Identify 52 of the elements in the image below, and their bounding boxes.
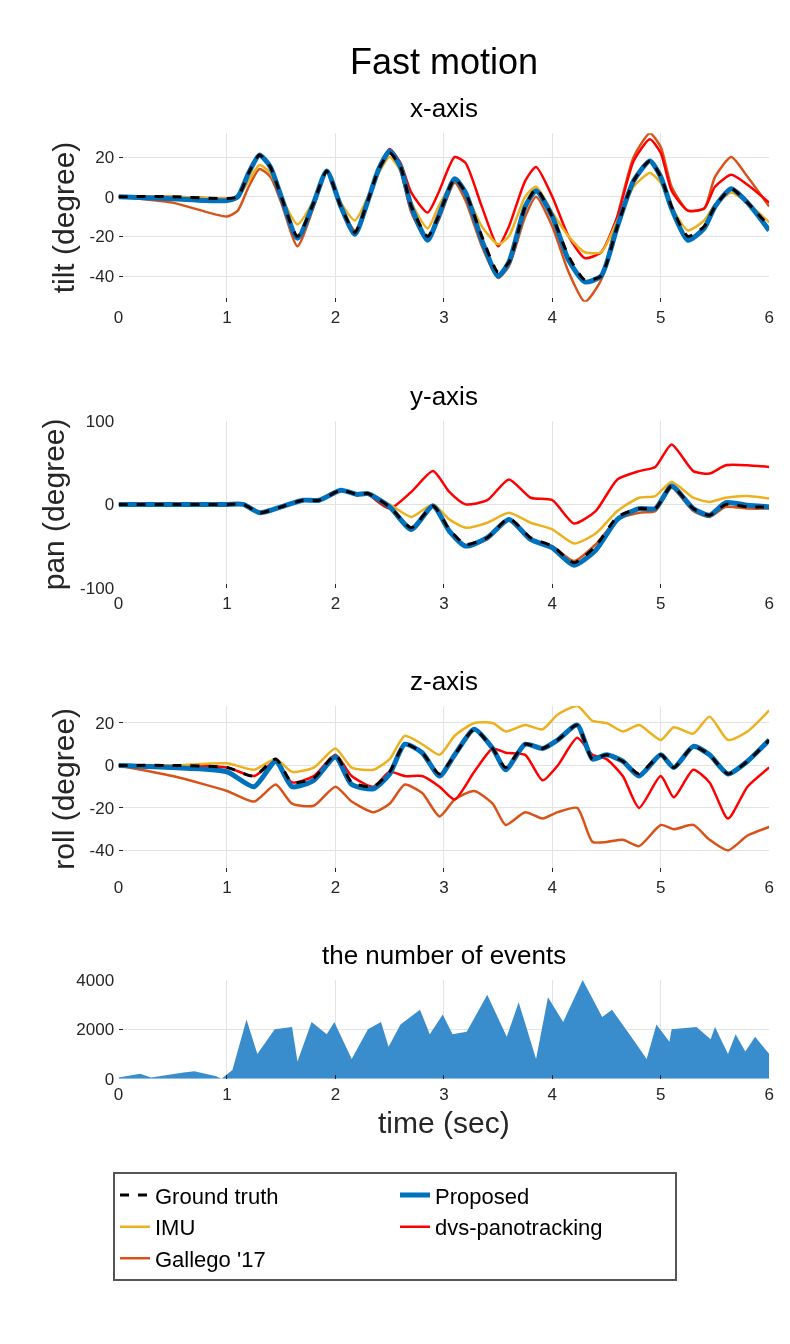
chart-title: Fast motion [350, 41, 539, 82]
x-tick-label: 1 [222, 1085, 232, 1105]
x-tick-label: 2 [330, 878, 341, 898]
x-tick-label: 4 [547, 308, 558, 328]
x-tick-label: 1 [222, 878, 232, 898]
y-tick-label: -40 [89, 266, 115, 286]
y-tick-label: 20 [95, 713, 115, 733]
x-tick-label: 3 [439, 308, 449, 328]
y-axis-title: tilt (degree) [46, 141, 80, 294]
chart-subtitle: x-axis [410, 93, 478, 123]
x-tick-label: 6 [764, 1085, 774, 1105]
y-tick-label: 0 [104, 187, 115, 207]
legend-label: Ground truth [155, 1183, 279, 1209]
x-tick-label: 2 [330, 594, 341, 614]
legend-label: IMU [155, 1215, 196, 1241]
x-axis-title: time (sec) [378, 1105, 510, 1139]
y-tick-label: 0 [104, 756, 115, 776]
x-tick-label: 3 [439, 1085, 449, 1105]
x-tick-label: 5 [656, 594, 666, 614]
y-tick-label: 100 [85, 412, 115, 432]
legend-label: Proposed [435, 1183, 530, 1209]
x-tick-label: 2 [330, 1085, 341, 1105]
chart-title: z-axis [410, 666, 478, 696]
x-tick-label: 3 [439, 594, 449, 614]
y-tick-label: 4000 [76, 971, 115, 991]
y-tick-label: -20 [89, 227, 115, 247]
x-tick-label: 4 [547, 1085, 558, 1105]
x-tick-label: 4 [547, 878, 558, 898]
chart-title: the number of events [322, 940, 567, 970]
x-tick-label: 1 [222, 594, 232, 614]
x-tick-label: 6 [764, 594, 774, 614]
y-tick-label: 2000 [76, 1020, 115, 1040]
y-tick-label: 0 [104, 1069, 115, 1089]
x-tick-label: 5 [656, 878, 666, 898]
chart-title: y-axis [410, 381, 478, 411]
y-tick-label: 20 [95, 147, 115, 167]
y-axis-title: pan (degree) [37, 418, 71, 591]
x-tick-label: 5 [656, 308, 666, 328]
x-tick-label: 5 [656, 1085, 666, 1105]
x-tick-label: 6 [764, 878, 774, 898]
x-tick-label: 1 [222, 308, 232, 328]
y-tick-label: -100 [80, 578, 115, 598]
legend-label: dvs-panotracking [435, 1215, 603, 1241]
y-axis-title: roll (degree) [46, 707, 80, 870]
x-tick-label: 2 [330, 308, 341, 328]
x-tick-label: 6 [764, 308, 774, 328]
x-tick-label: 3 [439, 878, 449, 898]
y-tick-label: 0 [104, 495, 115, 515]
legend-label: Gallego '17 [155, 1246, 266, 1272]
y-tick-label: -20 [89, 798, 115, 818]
x-tick-label: 4 [547, 594, 558, 614]
y-tick-label: -40 [89, 841, 115, 861]
